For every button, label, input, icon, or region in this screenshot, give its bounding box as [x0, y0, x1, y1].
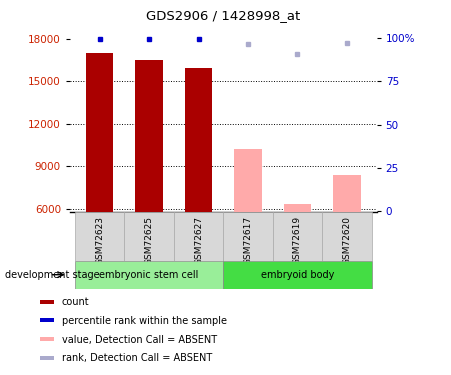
- Title: GDS2906 / 1428998_at: GDS2906 / 1428998_at: [146, 9, 300, 22]
- Bar: [124, 212, 174, 261]
- Bar: [322, 212, 372, 261]
- Text: development stage: development stage: [5, 270, 99, 280]
- Bar: [75, 212, 124, 261]
- Text: embryonic stem cell: embryonic stem cell: [99, 270, 199, 280]
- Text: GSM72619: GSM72619: [293, 216, 302, 265]
- Bar: [333, 175, 360, 212]
- Text: rank, Detection Call = ABSENT: rank, Detection Call = ABSENT: [62, 354, 212, 363]
- Text: GSM72623: GSM72623: [95, 216, 104, 265]
- Bar: [273, 212, 322, 261]
- Bar: [135, 60, 163, 212]
- Bar: [86, 53, 113, 212]
- Bar: [40, 356, 54, 360]
- Text: value, Detection Call = ABSENT: value, Detection Call = ABSENT: [62, 335, 217, 345]
- Bar: [75, 261, 223, 289]
- Bar: [223, 212, 273, 261]
- Text: percentile rank within the sample: percentile rank within the sample: [62, 316, 227, 326]
- Bar: [40, 337, 54, 341]
- Text: embryoid body: embryoid body: [261, 270, 334, 280]
- Bar: [223, 261, 372, 289]
- Text: GSM72627: GSM72627: [194, 216, 203, 265]
- Text: GSM72620: GSM72620: [342, 216, 351, 265]
- Bar: [174, 212, 223, 261]
- Bar: [40, 318, 54, 322]
- Text: count: count: [62, 297, 89, 307]
- Bar: [185, 68, 212, 212]
- Bar: [40, 300, 54, 304]
- Bar: [235, 149, 262, 212]
- Text: GSM72625: GSM72625: [145, 216, 153, 265]
- Text: GSM72617: GSM72617: [244, 216, 253, 265]
- Bar: [284, 204, 311, 212]
